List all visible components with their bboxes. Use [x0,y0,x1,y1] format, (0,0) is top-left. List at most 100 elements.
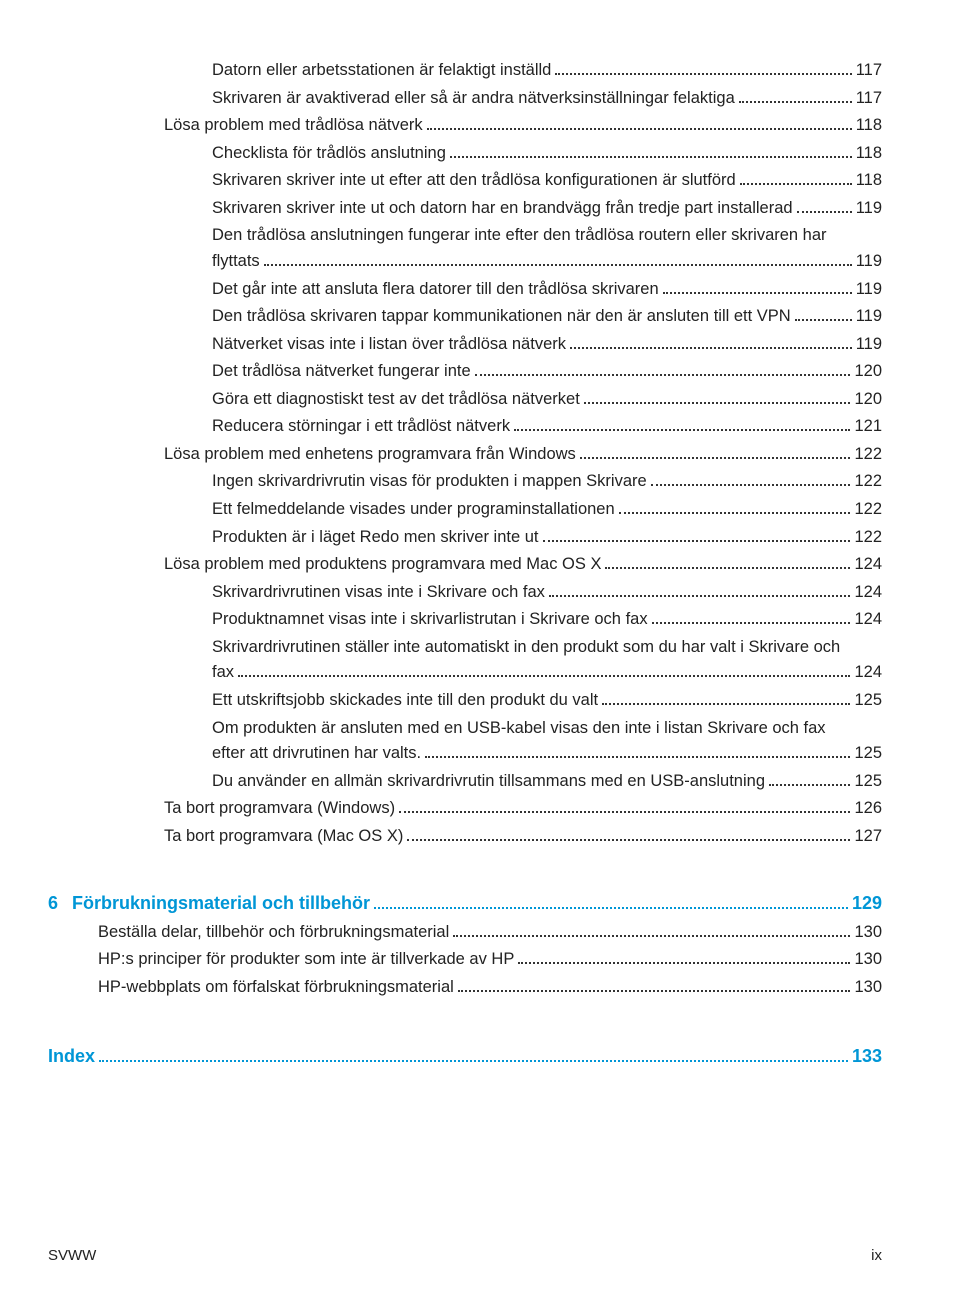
toc-entry[interactable]: Göra ett diagnostiskt test av det trådlö… [48,387,882,413]
toc-entry-page: 120 [854,359,882,385]
toc-entry[interactable]: Den trådlösa skrivaren tappar kommunikat… [48,304,882,330]
toc-entry-text: Ta bort programvara (Mac OS X) [164,824,403,850]
toc-leader-dots [543,526,851,541]
toc-entry-page: 119 [856,196,882,222]
toc-leader-dots [580,444,851,459]
toc-entry-text: Ta bort programvara (Windows) [164,796,395,822]
toc-entry[interactable]: HP:s principer för produkter som inte är… [48,947,882,973]
toc-leader-dots [399,798,850,813]
toc-entry[interactable]: Datorn eller arbetsstationen är felaktig… [48,58,882,84]
toc-entry-page: 124 [854,552,882,578]
toc-entry-text: Ingen skrivardrivrutin visas för produkt… [212,469,647,495]
toc-entry[interactable]: Beställa delar, tillbehör och förbruknin… [48,920,882,946]
toc-entry[interactable]: Produktnamnet visas inte i skrivarlistru… [48,607,882,633]
toc-entry-text: Skrivaren är avaktiverad eller så är and… [212,86,735,112]
footer-left: SVWW [48,1247,96,1264]
index-page: 133 [852,1046,882,1067]
toc-leader-dots [602,690,850,705]
toc-entry[interactable]: Lösa problem med produktens programvara … [48,552,882,578]
toc-entry-line1: Den trådlösa anslutningen fungerar inte … [48,223,882,249]
toc-entry-text: Lösa problem med produktens programvara … [164,552,601,578]
toc-leader-dots [453,921,850,936]
toc-entry[interactable]: Produkten är i läget Redo men skriver in… [48,525,882,551]
toc-entry-page: 117 [856,58,882,84]
toc-entry[interactable]: efter att drivrutinen har valts.125 [48,741,882,767]
toc-entry-page: 130 [854,947,882,973]
toc-entry-page: 119 [856,304,882,330]
toc-entry[interactable]: Checklista för trådlös anslutning118 [48,141,882,167]
toc-entry-line1: Om produkten är ansluten med en USB-kabe… [48,716,882,742]
toc-leader-dots [458,977,851,992]
toc-entry-text: Det går inte att ansluta flera datorer t… [212,277,659,303]
toc-leader-dots [374,891,848,908]
toc-leader-dots [797,198,852,213]
toc-leader-dots [795,306,852,321]
toc-leader-dots [425,743,850,758]
toc-entry[interactable]: Reducera störningar i ett trådlöst nätve… [48,414,882,440]
toc-entry-page: 120 [854,387,882,413]
toc-entry-page: 119 [856,332,882,358]
toc-entry-text: Skrivaren skriver inte ut och datorn har… [212,196,793,222]
toc-entry-page: 118 [856,113,882,139]
toc-entry-page: 118 [856,168,882,194]
toc-entry-page: 119 [856,249,882,275]
toc-entry-text: Datorn eller arbetsstationen är felaktig… [212,58,551,84]
toc-entry-text: flyttats [212,249,260,275]
toc-leader-dots [769,770,850,785]
toc-leader-dots [238,662,850,677]
toc-leader-dots [549,582,851,597]
toc-entry-page: 130 [854,920,882,946]
toc-leader-dots [619,499,851,514]
toc-entry-text: Beställa delar, tillbehör och förbruknin… [98,920,449,946]
chapter-number: 6 [48,893,72,914]
toc-entry-page: 125 [854,688,882,714]
toc-entry-page: 124 [854,607,882,633]
toc-entry[interactable]: Ta bort programvara (Windows)126 [48,796,882,822]
toc-entry[interactable]: Det går inte att ansluta flera datorer t… [48,277,882,303]
index-title: Index [48,1046,95,1067]
toc-leader-dots [740,170,852,185]
toc-entry-text: Lösa problem med trådlösa nätverk [164,113,423,139]
toc-entry-text: Skrivaren skriver inte ut efter att den … [212,168,736,194]
toc-entry-line1: Skrivardrivrutinen ställer inte automati… [48,635,882,661]
toc-chapter-heading[interactable]: 6 Förbrukningsmaterial och tillbehör 129 [48,891,882,913]
toc-entry[interactable]: Skrivaren skriver inte ut och datorn har… [48,196,882,222]
toc-entry-text: Reducera störningar i ett trådlöst nätve… [212,414,510,440]
toc-leader-dots [264,251,852,266]
toc-entry-text: Lösa problem med enhetens programvara fr… [164,442,576,468]
toc-entry-page: 121 [854,414,882,440]
toc-entry-page: 124 [854,580,882,606]
toc-leader-dots [605,554,850,569]
toc-entry[interactable]: HP-webbplats om förfalskat förbrukningsm… [48,975,882,1001]
toc-entry[interactable]: Det trådlösa nätverket fungerar inte120 [48,359,882,385]
toc-entry[interactable]: Ett utskriftsjobb skickades inte till de… [48,688,882,714]
toc-entry[interactable]: Skrivaren är avaktiverad eller så är and… [48,86,882,112]
toc-entry-page: 122 [854,497,882,523]
toc-entry[interactable]: Nätverket visas inte i listan över trådl… [48,332,882,358]
toc-leader-dots [651,471,851,486]
toc-entry[interactable]: Lösa problem med enhetens programvara fr… [48,442,882,468]
toc-entry[interactable]: Du använder en allmän skrivardrivrutin t… [48,769,882,795]
toc-entry-page: 119 [856,277,882,303]
toc-index-heading[interactable]: Index 133 [48,1044,882,1066]
toc-leader-dots [555,60,851,75]
toc-entry[interactable]: Ta bort programvara (Mac OS X)127 [48,824,882,850]
toc-entry[interactable]: Skrivardrivrutinen visas inte i Skrivare… [48,580,882,606]
toc-entry[interactable]: Ett felmeddelande visades under programi… [48,497,882,523]
toc-leader-dots [514,416,850,431]
toc-entry-text: Göra ett diagnostiskt test av det trådlö… [212,387,580,413]
toc-entry[interactable]: Skrivaren skriver inte ut efter att den … [48,168,882,194]
toc-entry-text: Den trådlösa skrivaren tappar kommunikat… [212,304,791,330]
toc-entry[interactable]: fax124 [48,660,882,686]
toc-entry[interactable]: Ingen skrivardrivrutin visas för produkt… [48,469,882,495]
toc-leader-dots [475,361,851,376]
chapter-page: 129 [852,893,882,914]
toc-entry[interactable]: flyttats 119 [48,249,882,275]
toc-entry-page: 125 [854,741,882,767]
toc-entry-page: 130 [854,975,882,1001]
toc-entry-text: Checklista för trådlös anslutning [212,141,446,167]
chapter-title: Förbrukningsmaterial och tillbehör [72,893,370,914]
toc-entry[interactable]: Lösa problem med trådlösa nätverk 118 [48,113,882,139]
toc-entry-page: 124 [854,660,882,686]
toc-entry-page: 125 [854,769,882,795]
